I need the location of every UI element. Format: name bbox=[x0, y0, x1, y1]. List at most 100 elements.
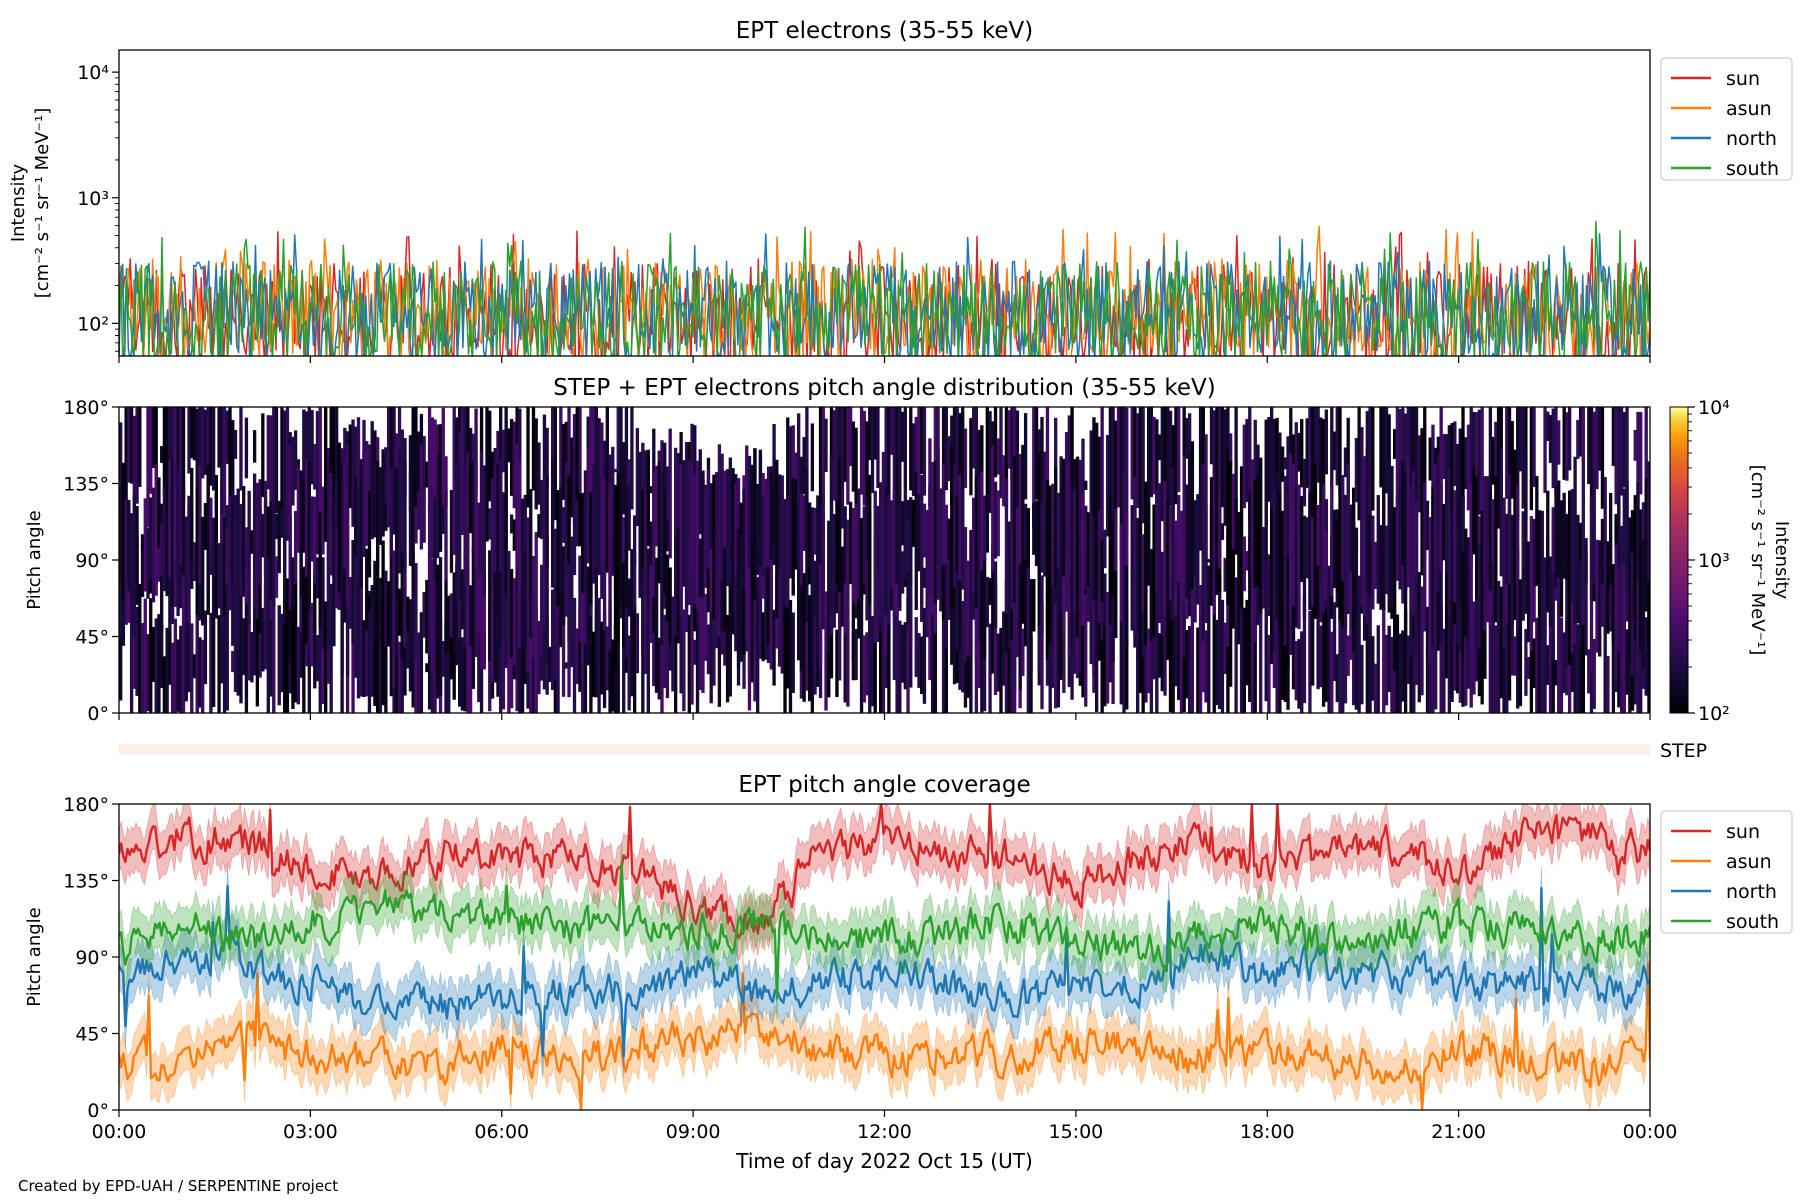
pad-heatmap-cell bbox=[608, 454, 612, 493]
pad-heatmap-cell bbox=[698, 584, 702, 691]
pad-heatmap-cell bbox=[1149, 407, 1154, 498]
pad-heatmap-cell bbox=[1535, 475, 1539, 587]
pad-heatmap-cell bbox=[1187, 452, 1192, 617]
pad-heatmap-cell bbox=[1218, 484, 1222, 569]
pad-heatmap-cell bbox=[195, 591, 199, 713]
pad-heatmap-cell bbox=[622, 539, 626, 647]
pad-heatmap-cell bbox=[1223, 622, 1227, 674]
coverage-y-tick-label: 180° bbox=[63, 794, 109, 816]
pad-heatmap-cell bbox=[132, 494, 136, 556]
pad-heatmap-cell bbox=[684, 442, 689, 613]
pad-heatmap-cell bbox=[756, 483, 760, 575]
pad-heatmap-cell bbox=[192, 542, 197, 582]
pad-heatmap-cell bbox=[556, 490, 560, 607]
pad-heatmap-cell bbox=[1089, 430, 1093, 567]
pad-heatmap-cell bbox=[1431, 486, 1435, 577]
intensity-y-tick-label: 10² bbox=[77, 313, 109, 335]
pad-heatmap-cell bbox=[1223, 409, 1227, 526]
pad-heatmap-cell bbox=[652, 569, 656, 634]
pad-heatmap-cell bbox=[375, 552, 380, 648]
pad-heatmap-cell bbox=[1119, 618, 1123, 705]
pad-heatmap-cell bbox=[466, 452, 470, 585]
pad-heatmap-cell bbox=[211, 612, 216, 707]
pad-heatmap-cell bbox=[1264, 419, 1268, 526]
pad-heatmap-cell bbox=[433, 622, 437, 713]
pad-heatmap-cell bbox=[274, 513, 279, 540]
pad-heatmap-cell bbox=[1054, 571, 1058, 709]
pad-heatmap-cell bbox=[1332, 602, 1337, 682]
pad-heatmap-cell bbox=[578, 606, 582, 692]
pad-heatmap-cell bbox=[1064, 536, 1069, 612]
pad-heatmap-cell bbox=[1516, 613, 1520, 709]
pad-heatmap-cell bbox=[252, 572, 257, 676]
pad-heatmap-cell bbox=[693, 639, 697, 665]
pad-heatmap-cell bbox=[1431, 620, 1435, 713]
pad-heatmap-cell bbox=[578, 492, 582, 547]
pad-heatmap-cell bbox=[1455, 527, 1460, 644]
pad-heatmap-cell bbox=[1581, 456, 1585, 592]
pad-heatmap-cell bbox=[272, 504, 276, 607]
pad-heatmap-cell bbox=[1453, 615, 1457, 691]
pad-heatmap-cell bbox=[222, 530, 227, 617]
pad-heatmap-cell bbox=[1081, 585, 1085, 698]
pad-heatmap-cell bbox=[168, 407, 172, 506]
pad-heatmap-cell bbox=[706, 469, 711, 569]
pad-heatmap-cell bbox=[1269, 507, 1274, 665]
pad-heatmap-cell bbox=[1226, 446, 1230, 605]
pad-heatmap-cell bbox=[1639, 617, 1643, 713]
pad-heatmap-cell bbox=[1010, 468, 1014, 610]
pad-heatmap-cell bbox=[1122, 474, 1126, 636]
pad-heatmap-cell bbox=[654, 465, 659, 547]
pad-heatmap-cell bbox=[668, 567, 672, 646]
pad-heatmap-cell bbox=[1360, 644, 1364, 705]
pad-heatmap-cell bbox=[600, 563, 604, 599]
pad-heatmap-cell bbox=[941, 407, 946, 505]
pad-heatmap-cell bbox=[717, 591, 722, 707]
pad-heatmap-cell bbox=[1532, 407, 1536, 487]
pad-heatmap-cell bbox=[1507, 646, 1512, 701]
pad-heatmap-cell bbox=[572, 597, 577, 713]
pad-heatmap-cell bbox=[151, 407, 156, 468]
pad-heatmap-cell bbox=[1316, 529, 1320, 619]
pad-heatmap-cell bbox=[1584, 552, 1588, 656]
pad-heatmap-cell bbox=[712, 474, 716, 538]
pad-heatmap-cell bbox=[129, 407, 134, 484]
pad-heatmap-cell bbox=[1010, 407, 1014, 480]
intensity-series-south bbox=[119, 220, 1650, 356]
coverage-series-group bbox=[119, 804, 1650, 1110]
pad-heatmap-cell bbox=[1220, 407, 1225, 508]
pad-heatmap-cell bbox=[900, 501, 905, 546]
pad-heatmap-cell bbox=[567, 407, 571, 540]
pad-heatmap-cell bbox=[583, 609, 588, 713]
pad-heatmap-cell bbox=[1111, 407, 1115, 523]
pad-heatmap-cell bbox=[1171, 425, 1175, 484]
pad-heatmap-cell bbox=[217, 615, 221, 713]
pad-heatmap-cell bbox=[1234, 497, 1238, 555]
pad-heatmap-cell bbox=[291, 557, 295, 606]
pad-heatmap-cell bbox=[1302, 458, 1307, 507]
pad-heatmap-cell bbox=[190, 467, 194, 562]
pad-heatmap-cell bbox=[1644, 407, 1648, 537]
pad-heatmap-cell bbox=[613, 507, 618, 671]
pad-heatmap-cell bbox=[411, 437, 415, 593]
pad-heatmap-cell bbox=[1136, 567, 1140, 713]
pad-heatmap-cell bbox=[567, 516, 571, 641]
pad-heatmap-cell bbox=[318, 600, 322, 713]
pad-heatmap-cell bbox=[911, 423, 916, 497]
pad-heatmap-cell bbox=[296, 459, 301, 468]
pad-heatmap-cell bbox=[567, 611, 571, 698]
pad-heatmap-cell bbox=[359, 461, 363, 588]
pad-heatmap-cell bbox=[736, 503, 741, 530]
pad-heatmap-cell bbox=[766, 481, 771, 568]
pad-heatmap-cell bbox=[373, 560, 377, 643]
pad-heatmap-cell bbox=[963, 624, 968, 708]
pad-heatmap-cell bbox=[187, 495, 191, 572]
pad-heatmap-cell bbox=[272, 574, 276, 713]
pad-heatmap-cell bbox=[889, 500, 894, 590]
pad-heatmap-cell bbox=[734, 545, 738, 636]
pad-heatmap-cell bbox=[1625, 481, 1629, 593]
pad-heatmap-cell bbox=[745, 445, 749, 590]
pad-heatmap-cell bbox=[1368, 583, 1372, 713]
coverage-y-tick-label: 90° bbox=[75, 947, 109, 969]
